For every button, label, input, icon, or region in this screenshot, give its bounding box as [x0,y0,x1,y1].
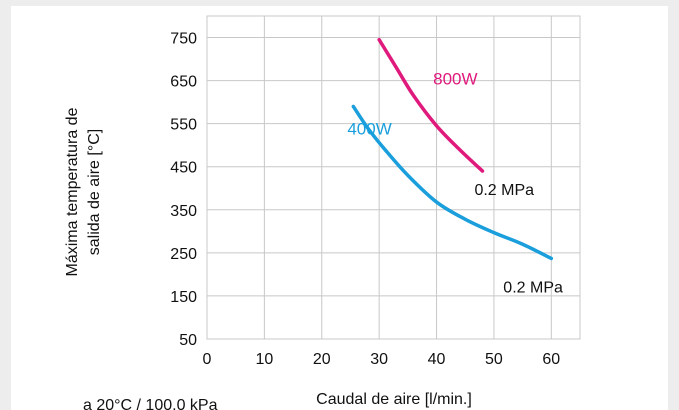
chart-svg: 750 650 550 450 350 250 150 50 0 10 20 30 40 50 60 80… [64,15,581,410]
series-label-800w: 800W [433,70,477,89]
y-axis-title-line-1: Máxima temperatura de [64,107,81,276]
x-tick-label: 30 [370,351,388,368]
series-label-400w: 400W [347,119,391,138]
y-tick-label: 250 [170,246,197,263]
x-tick-label: 50 [485,351,503,368]
grid [206,15,581,340]
y-tick-label: 150 [170,289,197,306]
series-end-label: 0.2 MPa [503,279,563,296]
x-tick-label: 0 [203,351,212,368]
footnote: a 20°C / 100.0 kPa [83,397,218,410]
y-tick-label: 450 [170,160,197,177]
y-tick-label: 50 [179,332,197,349]
y-tick-label: 750 [170,31,197,48]
series-group: 800W 0.2 MPa 400W 0.2 MPa [347,37,563,296]
x-tick-label: 20 [313,351,331,368]
x-tick-label: 10 [255,351,273,368]
y-axis-title-line-2: salida de aire [°C] [86,129,103,255]
x-tick-labels: 0 10 20 30 40 50 60 [203,351,561,368]
y-tick-labels: 750 650 550 450 350 250 150 50 [170,31,197,349]
series-end-label: 0.2 MPa [474,182,534,199]
x-axis-title: Caudal de aire [l/min.] [316,391,472,408]
chart-panel: 750 650 550 450 350 250 150 50 0 10 20 30 40 50 60 80… [11,6,668,410]
x-tick-label: 60 [542,351,560,368]
series-line-800w [377,37,485,173]
y-tick-label: 550 [170,117,197,134]
y-tick-label: 350 [170,203,197,220]
y-tick-label: 650 [170,74,197,91]
x-tick-label: 40 [428,351,446,368]
series-line-400w [351,104,554,261]
